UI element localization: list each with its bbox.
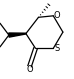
Text: O: O xyxy=(54,11,60,20)
Polygon shape xyxy=(9,33,26,37)
Text: S: S xyxy=(54,44,60,53)
Text: O: O xyxy=(26,65,33,74)
